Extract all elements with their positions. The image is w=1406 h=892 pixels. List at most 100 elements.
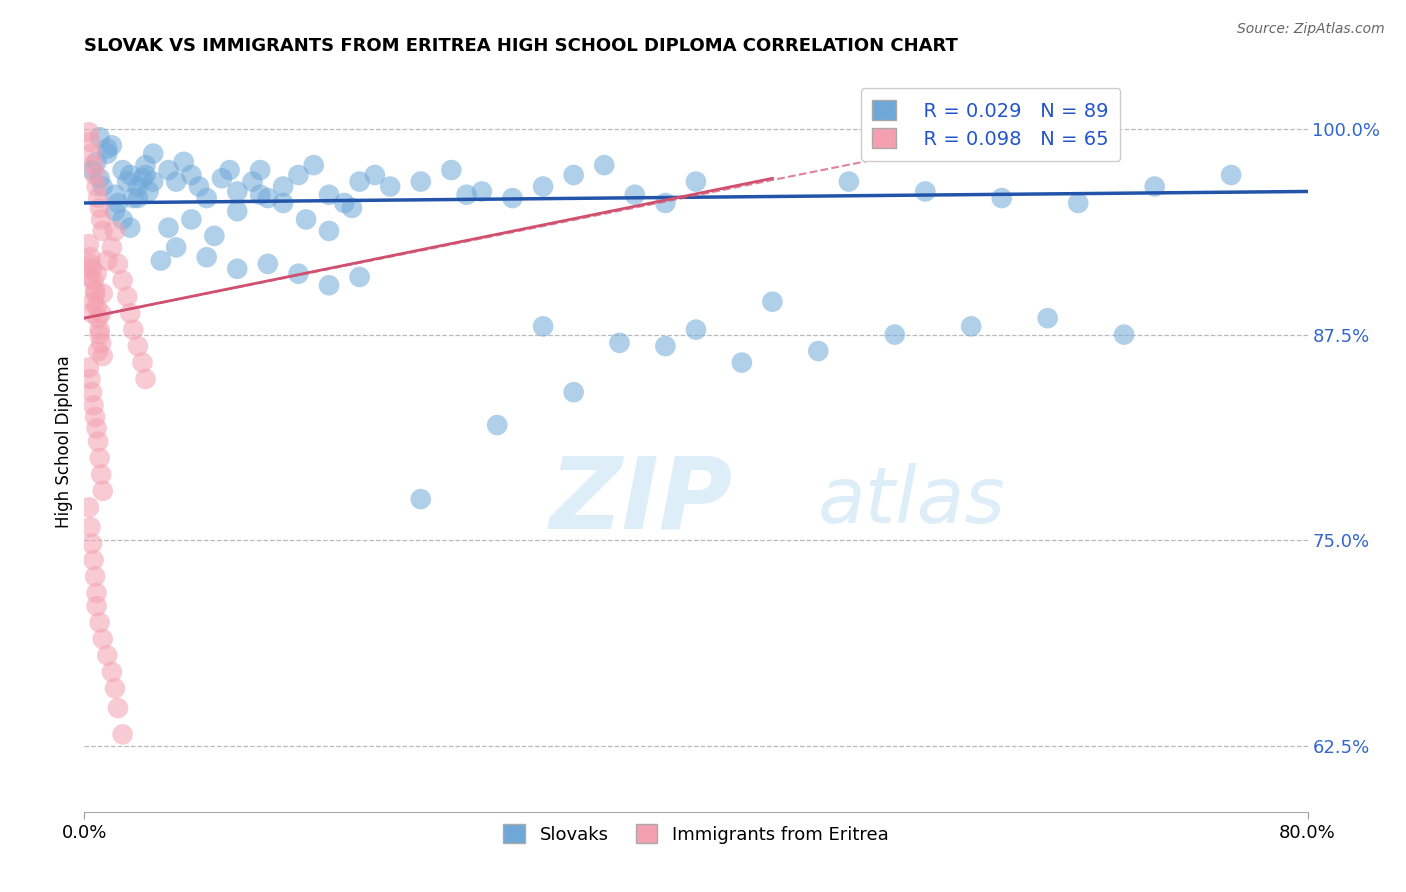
Point [807, 344, 830, 359]
Point [79, 135, 101, 149]
Point [380, 179, 402, 194]
Point [101, 665, 124, 679]
Point [91, 224, 114, 238]
Point [96, 648, 118, 663]
Point [1114, 327, 1136, 342]
Point [89, 130, 111, 145]
Point [96, 146, 118, 161]
Point [211, 171, 233, 186]
Point [456, 187, 478, 202]
Point [257, 191, 280, 205]
Point [84, 168, 107, 182]
Point [991, 191, 1014, 205]
Point [188, 179, 211, 194]
Point [122, 191, 145, 205]
Point [914, 185, 936, 199]
Point [87, 311, 110, 326]
Point [91, 483, 114, 498]
Point [89, 450, 111, 465]
Point [86, 599, 108, 613]
Point [115, 290, 138, 304]
Point [226, 204, 249, 219]
Point [80, 261, 103, 276]
Point [562, 168, 585, 182]
Point [107, 701, 129, 715]
Point [107, 196, 129, 211]
Point [195, 250, 218, 264]
Point [302, 158, 325, 172]
Point [409, 492, 432, 507]
Point [83, 553, 105, 567]
Point [685, 323, 707, 337]
Point [654, 339, 676, 353]
Point [271, 196, 294, 211]
Point [127, 179, 149, 194]
Point [165, 240, 187, 254]
Point [1143, 179, 1166, 194]
Point [77, 360, 100, 375]
Point [654, 196, 676, 211]
Point [107, 257, 129, 271]
Point [84, 286, 107, 301]
Point [96, 142, 118, 156]
Point [295, 212, 318, 227]
Point [593, 158, 616, 172]
Point [349, 270, 371, 285]
Point [87, 434, 110, 449]
Point [149, 253, 172, 268]
Point [1036, 311, 1059, 326]
Point [761, 294, 783, 309]
Point [122, 323, 145, 337]
Point [83, 273, 105, 287]
Point [96, 253, 118, 268]
Text: ZIP: ZIP [550, 452, 733, 549]
Point [960, 319, 983, 334]
Point [84, 409, 107, 424]
Point [173, 154, 195, 169]
Point [249, 187, 271, 202]
Point [531, 179, 554, 194]
Point [90, 212, 112, 227]
Point [86, 267, 108, 281]
Point [202, 228, 225, 243]
Point [257, 257, 280, 271]
Point [101, 240, 124, 254]
Point [131, 355, 153, 369]
Point [165, 175, 187, 189]
Point [80, 536, 103, 550]
Point [84, 283, 107, 297]
Point [562, 385, 585, 400]
Point [138, 185, 160, 199]
Point [79, 520, 101, 534]
Point [89, 323, 111, 337]
Point [86, 421, 108, 435]
Point [86, 179, 108, 194]
Point [333, 196, 356, 211]
Point [287, 168, 309, 182]
Point [80, 163, 103, 178]
Point [77, 237, 100, 252]
Point [120, 220, 142, 235]
Point [531, 319, 554, 334]
Point [104, 224, 127, 238]
Point [79, 372, 101, 386]
Point [685, 175, 707, 189]
Point [249, 163, 271, 178]
Point [86, 300, 108, 314]
Point [135, 158, 157, 172]
Point [135, 168, 157, 182]
Point [731, 355, 754, 369]
Point [120, 306, 142, 320]
Point [127, 339, 149, 353]
Point [77, 500, 100, 515]
Point [111, 727, 134, 741]
Point [180, 212, 202, 227]
Point [318, 278, 340, 293]
Point [838, 175, 860, 189]
Point [127, 191, 149, 205]
Point [80, 306, 103, 320]
Point [609, 335, 631, 350]
Point [79, 250, 101, 264]
Point [142, 146, 165, 161]
Point [80, 385, 103, 400]
